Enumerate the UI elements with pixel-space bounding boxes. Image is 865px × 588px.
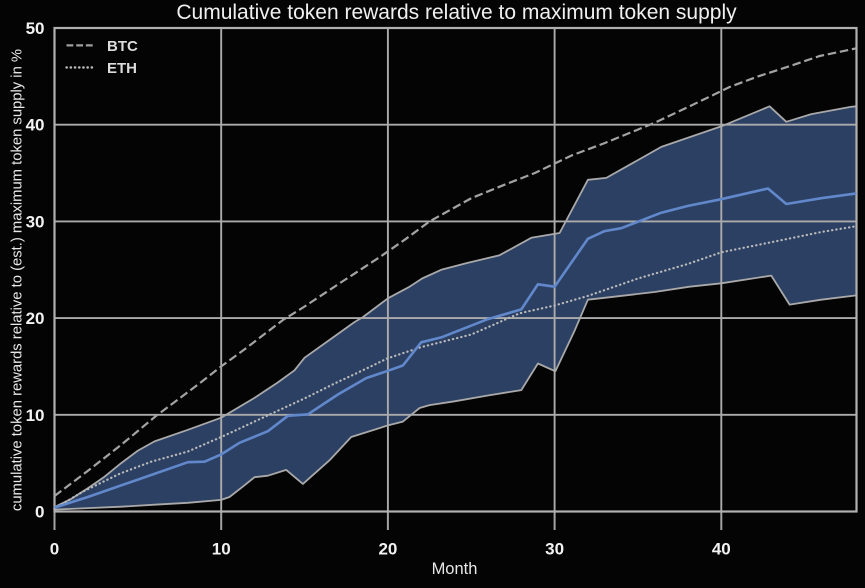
svg-text:Month: Month xyxy=(432,560,478,578)
svg-text:40: 40 xyxy=(26,116,45,135)
svg-text:50: 50 xyxy=(26,19,45,38)
svg-text:0: 0 xyxy=(35,503,44,522)
svg-text:30: 30 xyxy=(545,540,564,559)
svg-text:40: 40 xyxy=(712,540,731,559)
svg-text:ETH: ETH xyxy=(107,60,137,77)
svg-text:10: 10 xyxy=(26,406,45,425)
svg-text:20: 20 xyxy=(378,540,397,559)
svg-text:10: 10 xyxy=(212,540,231,559)
svg-text:BTC: BTC xyxy=(107,38,138,55)
svg-text:30: 30 xyxy=(26,212,45,231)
svg-text:Cumulative token rewards relat: Cumulative token rewards relative to max… xyxy=(176,1,737,24)
svg-text:cumulative token rewards relat: cumulative token rewards relative to (es… xyxy=(10,49,26,511)
svg-text:20: 20 xyxy=(26,309,45,328)
svg-text:0: 0 xyxy=(50,540,59,559)
